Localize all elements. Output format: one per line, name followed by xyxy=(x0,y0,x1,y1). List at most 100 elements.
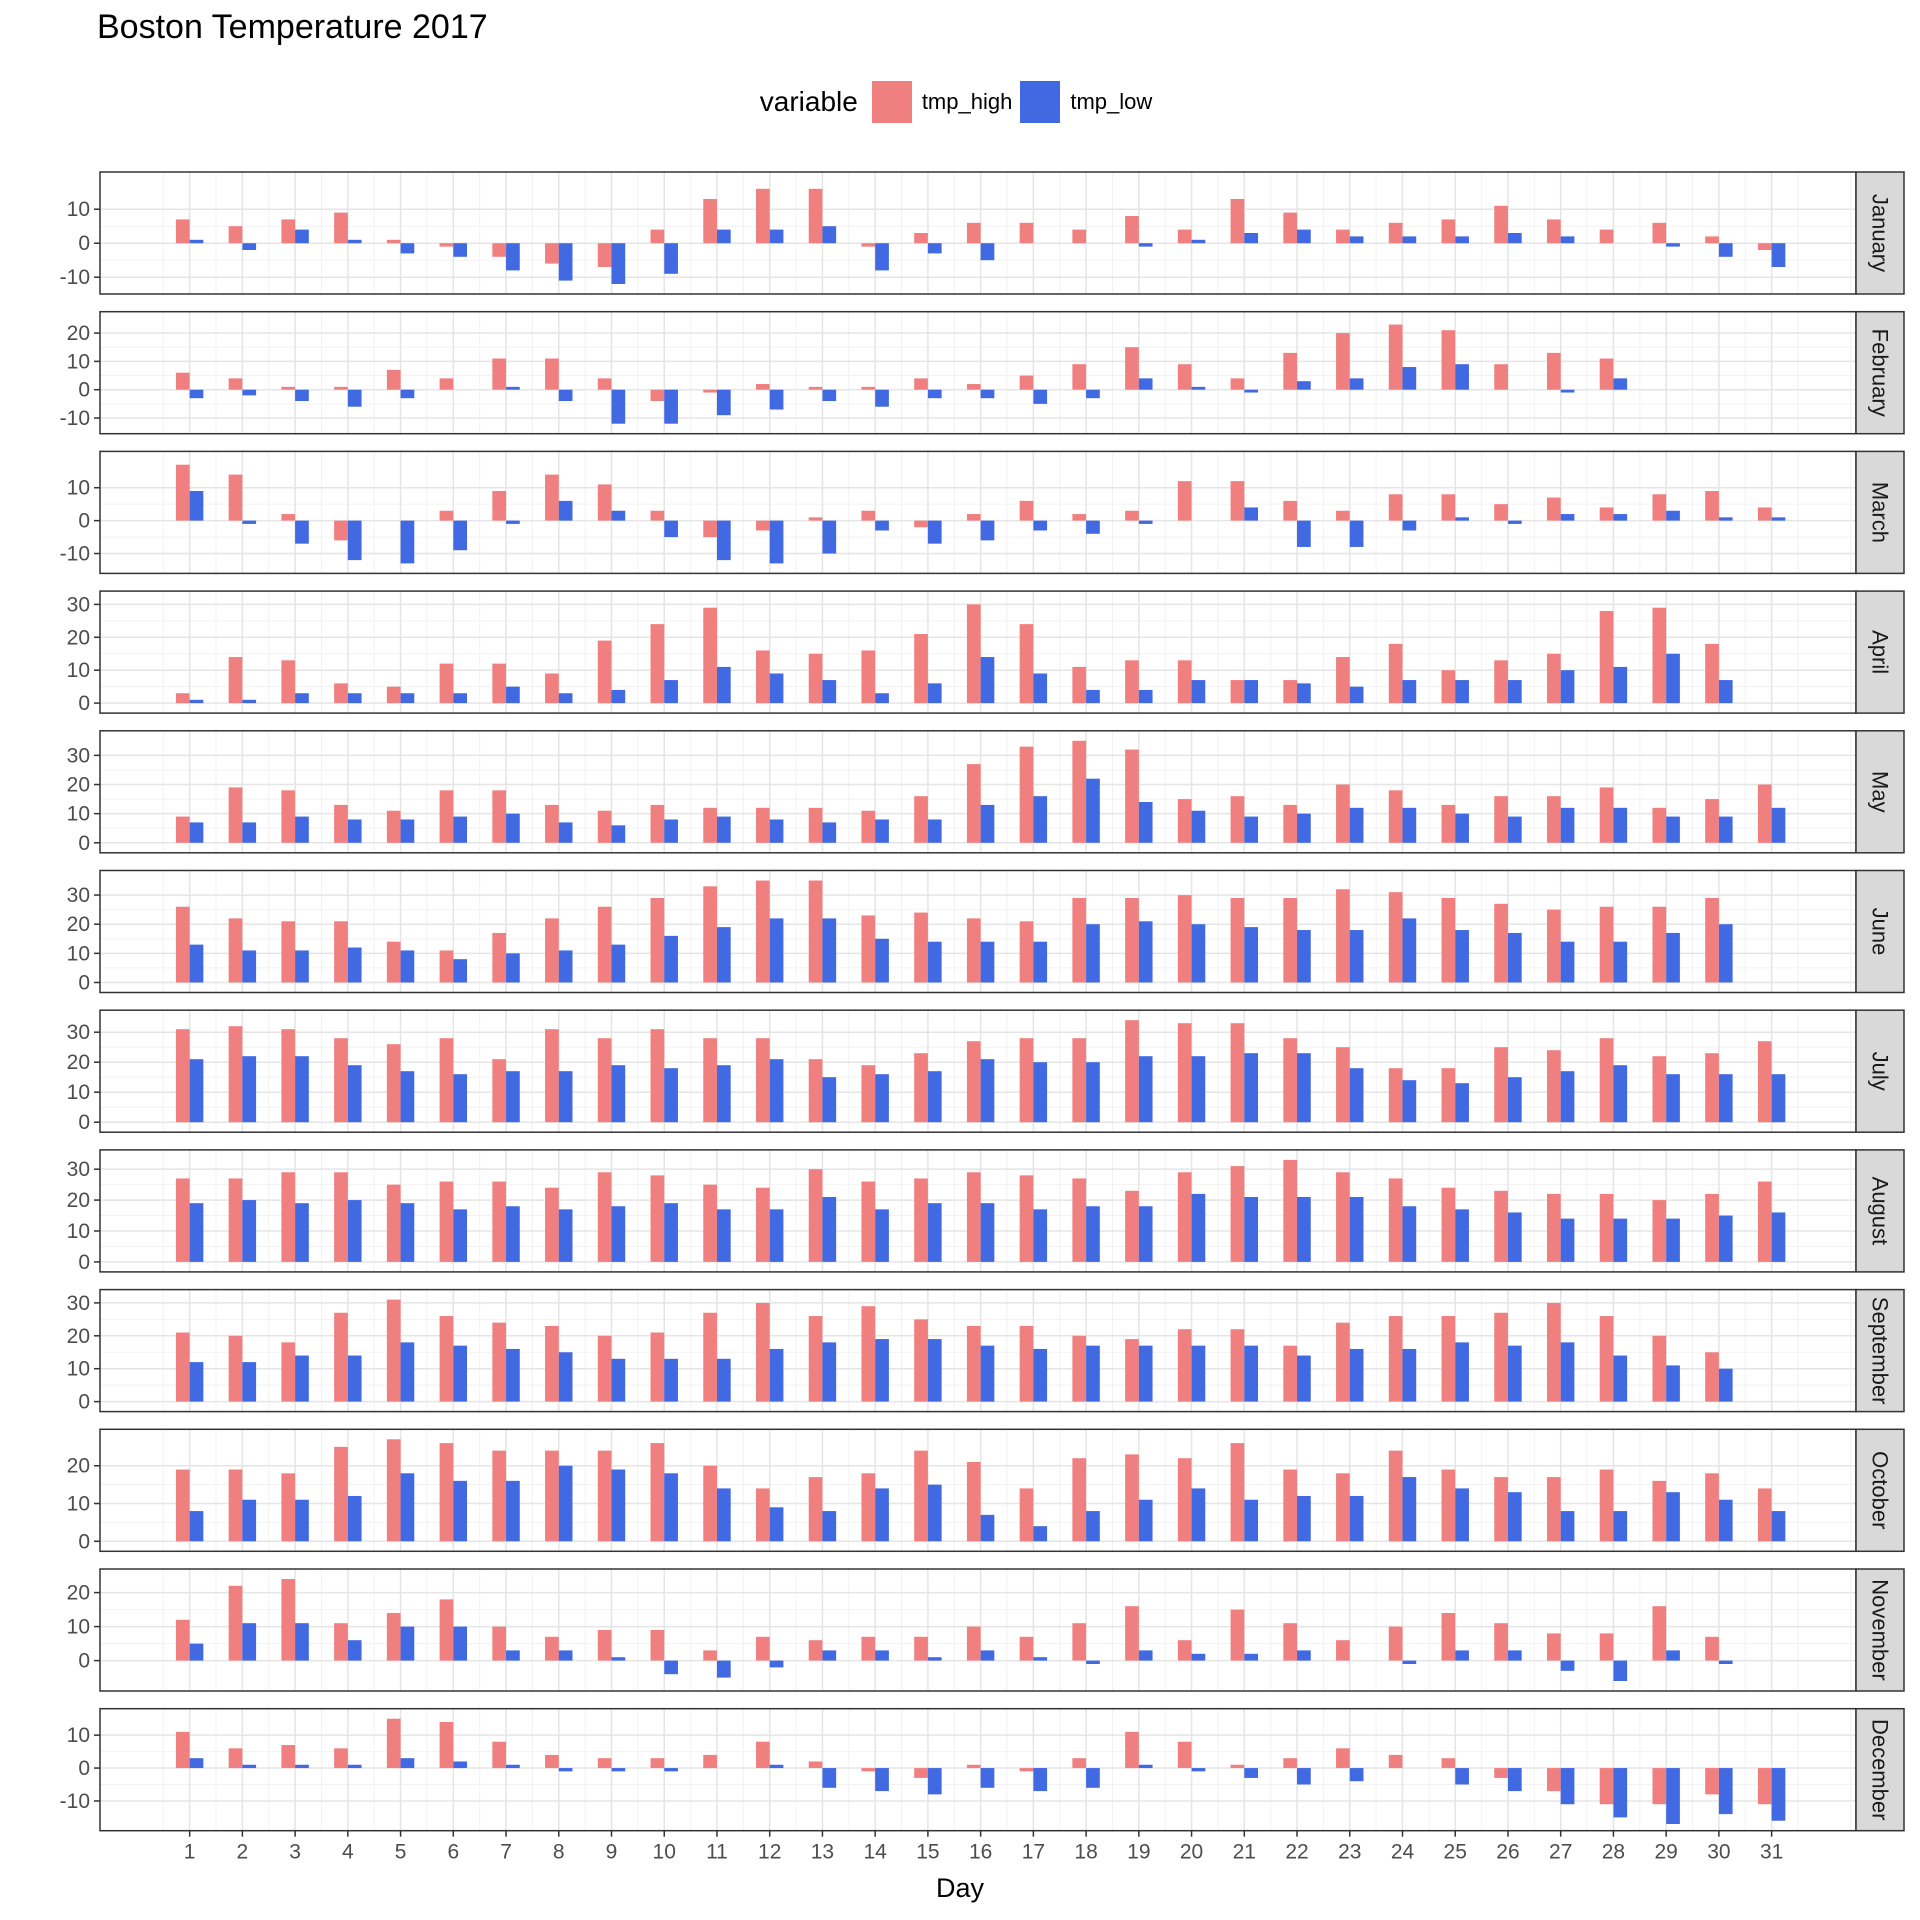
bar-tmp-low-may-day-27 xyxy=(1560,807,1575,843)
bar-tmp-low-july-day-11 xyxy=(716,1065,731,1123)
bar-tmp-high-march-day-21 xyxy=(1230,481,1245,521)
y-tick-label: 30 xyxy=(67,884,90,907)
bar-tmp-low-october-day-30 xyxy=(1718,1499,1733,1542)
bar-tmp-high-july-day-10 xyxy=(650,1029,665,1123)
bar-tmp-low-july-day-13 xyxy=(822,1077,837,1123)
bar-tmp-high-april-day-23 xyxy=(1336,657,1350,704)
bar-tmp-low-june-day-2 xyxy=(242,950,257,983)
bar-tmp-low-july-day-9 xyxy=(611,1065,626,1123)
bar-tmp-high-february-day-13 xyxy=(808,386,823,390)
bar-tmp-low-september-day-7 xyxy=(506,1348,520,1402)
bar-tmp-low-may-day-31 xyxy=(1771,807,1786,843)
bar-tmp-low-january-day-25 xyxy=(1455,236,1469,244)
y-tick-label: 0 xyxy=(78,692,90,715)
bar-tmp-low-april-day-4 xyxy=(347,693,362,704)
bar-tmp-low-january-day-9 xyxy=(611,243,626,284)
y-tick-label: 20 xyxy=(67,1189,90,1212)
bar-tmp-low-april-day-10 xyxy=(664,680,678,704)
bar-tmp-low-september-day-11 xyxy=(716,1358,731,1402)
bar-tmp-low-march-day-31 xyxy=(1771,517,1786,521)
strip-june xyxy=(1855,869,1905,994)
bar-tmp-low-december-day-21 xyxy=(1244,1768,1259,1778)
y-tick-label: 0 xyxy=(78,379,90,402)
bar-tmp-high-august-day-13 xyxy=(808,1169,823,1262)
bar-tmp-low-november-day-11 xyxy=(716,1660,731,1678)
x-tick-label: 11 xyxy=(706,1841,728,1864)
y-tick-label: 20 xyxy=(67,1455,90,1478)
bar-tmp-low-august-day-19 xyxy=(1138,1206,1153,1262)
bar-tmp-low-november-day-7 xyxy=(506,1650,520,1661)
bar-tmp-high-december-day-8 xyxy=(545,1754,559,1769)
bar-tmp-high-may-day-29 xyxy=(1652,807,1667,843)
bar-tmp-high-may-day-21 xyxy=(1230,796,1245,843)
strip-label-september: September xyxy=(1868,1297,1893,1405)
bar-tmp-low-august-day-15 xyxy=(927,1203,942,1262)
bar-tmp-high-september-day-10 xyxy=(650,1332,665,1402)
bar-tmp-high-november-day-26 xyxy=(1494,1623,1508,1661)
bar-tmp-low-may-day-20 xyxy=(1191,810,1206,843)
bar-tmp-low-august-day-25 xyxy=(1455,1209,1469,1262)
y-tick-label: 30 xyxy=(67,1292,90,1315)
strip-april xyxy=(1855,590,1905,714)
bar-tmp-high-august-day-25 xyxy=(1441,1187,1456,1262)
y-tick-label: 10 xyxy=(67,942,90,965)
bar-tmp-low-april-day-27 xyxy=(1560,670,1575,704)
bar-tmp-low-february-day-18 xyxy=(1086,389,1100,399)
bar-tmp-high-december-day-1 xyxy=(175,1731,190,1769)
bar-tmp-high-march-day-27 xyxy=(1546,497,1561,521)
bar-tmp-low-may-day-22 xyxy=(1297,813,1311,843)
bar-tmp-low-july-day-15 xyxy=(927,1071,942,1123)
bar-tmp-high-october-day-20 xyxy=(1177,1458,1192,1542)
bar-tmp-low-september-day-9 xyxy=(611,1358,626,1402)
bar-tmp-low-september-day-30 xyxy=(1718,1368,1733,1402)
bar-tmp-low-june-day-12 xyxy=(769,918,784,983)
strip-label-june: June xyxy=(1868,908,1893,956)
bar-tmp-high-april-day-13 xyxy=(808,653,823,704)
bar-tmp-low-november-day-16 xyxy=(980,1650,995,1661)
bar-tmp-high-september-day-18 xyxy=(1072,1335,1087,1402)
bar-tmp-low-january-day-21 xyxy=(1244,233,1259,244)
bar-tmp-high-june-day-3 xyxy=(281,921,296,983)
bar-tmp-low-october-day-1 xyxy=(189,1511,204,1542)
bar-tmp-low-march-day-1 xyxy=(189,491,204,521)
bar-tmp-low-april-day-18 xyxy=(1086,689,1100,704)
bar-tmp-low-february-day-25 xyxy=(1455,364,1469,390)
bar-tmp-low-november-day-19 xyxy=(1138,1650,1153,1661)
bar-tmp-low-february-day-7 xyxy=(506,386,520,390)
bar-tmp-high-may-day-6 xyxy=(439,790,454,843)
bar-tmp-low-october-day-7 xyxy=(506,1480,520,1542)
bar-tmp-low-november-day-8 xyxy=(558,1650,573,1661)
bar-tmp-high-may-day-13 xyxy=(808,807,823,843)
y-tick-label: 10 xyxy=(67,477,90,500)
bar-tmp-high-march-day-4 xyxy=(334,520,348,541)
bar-tmp-high-august-day-7 xyxy=(492,1181,507,1262)
bar-tmp-low-august-day-30 xyxy=(1718,1215,1733,1262)
bar-tmp-low-september-day-19 xyxy=(1138,1345,1153,1402)
bar-tmp-high-july-day-1 xyxy=(175,1029,190,1123)
y-tick-label: 20 xyxy=(67,913,90,936)
bar-tmp-high-july-day-21 xyxy=(1230,1023,1245,1123)
bar-tmp-high-may-day-14 xyxy=(861,810,876,843)
bar-tmp-low-october-day-25 xyxy=(1455,1488,1469,1542)
y-tick-label: 0 xyxy=(78,232,90,255)
bar-tmp-high-august-day-21 xyxy=(1230,1166,1245,1262)
bar-tmp-high-march-day-16 xyxy=(966,514,981,521)
x-tick-label: 19 xyxy=(1127,1841,1150,1864)
bar-tmp-high-april-day-18 xyxy=(1072,666,1087,704)
bar-tmp-low-july-day-23 xyxy=(1349,1068,1364,1123)
bar-tmp-low-july-day-21 xyxy=(1244,1053,1259,1123)
bar-tmp-high-november-day-12 xyxy=(755,1636,770,1661)
bar-tmp-low-may-day-16 xyxy=(980,804,995,843)
bar-tmp-high-january-day-1 xyxy=(175,219,190,244)
bar-tmp-low-december-day-4 xyxy=(347,1764,362,1769)
panel-july: 0 10 20 30 July xyxy=(67,1009,1905,1134)
y-tick-label: 10 xyxy=(67,1724,90,1747)
bar-tmp-high-september-day-20 xyxy=(1177,1329,1192,1402)
bar-tmp-low-august-day-21 xyxy=(1244,1196,1259,1262)
bar-tmp-high-october-day-2 xyxy=(228,1469,243,1542)
bar-tmp-high-february-day-19 xyxy=(1125,347,1139,390)
bar-tmp-low-january-day-15 xyxy=(927,243,942,254)
y-tick-label: -10 xyxy=(60,1790,90,1813)
bar-tmp-low-april-day-19 xyxy=(1138,689,1153,704)
bar-tmp-high-august-day-17 xyxy=(1019,1175,1034,1262)
